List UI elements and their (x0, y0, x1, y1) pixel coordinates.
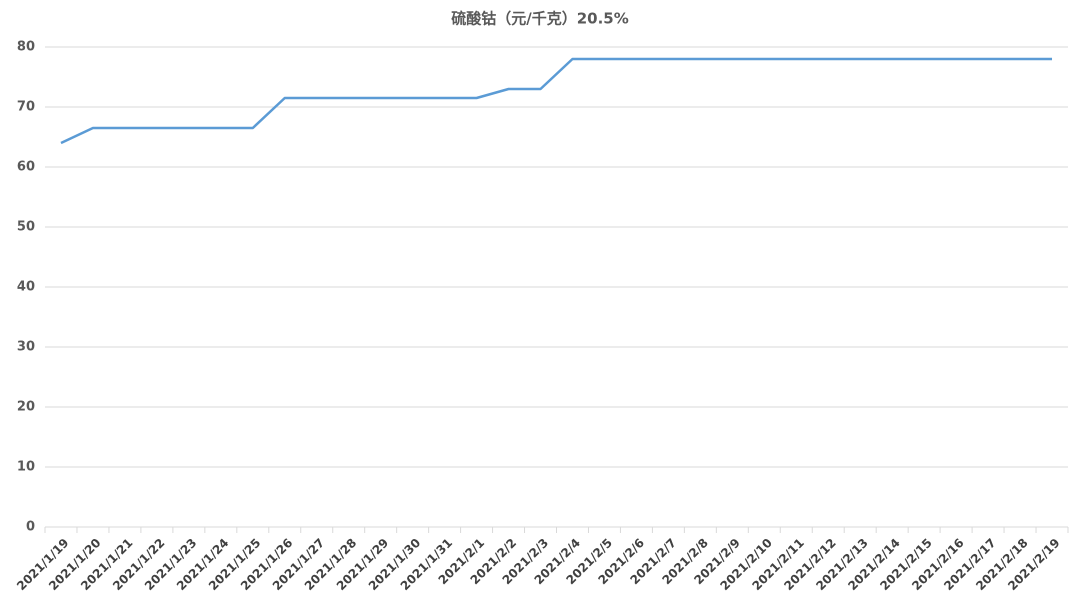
y-tick-label: 70 (17, 100, 35, 115)
y-tick-label: 0 (26, 520, 35, 535)
y-tick-label: 40 (17, 280, 35, 295)
y-tick-label: 20 (17, 400, 35, 415)
y-tick-label: 10 (17, 460, 35, 475)
line (60, 57, 1053, 145)
y-tick-label: 80 (17, 40, 35, 55)
y-tick-label: 60 (17, 160, 35, 175)
y-tick-label: 30 (17, 340, 35, 355)
chart-title: 硫酸钴（元/千克）20.5% (451, 10, 629, 28)
y-tick-label: 50 (17, 220, 35, 235)
